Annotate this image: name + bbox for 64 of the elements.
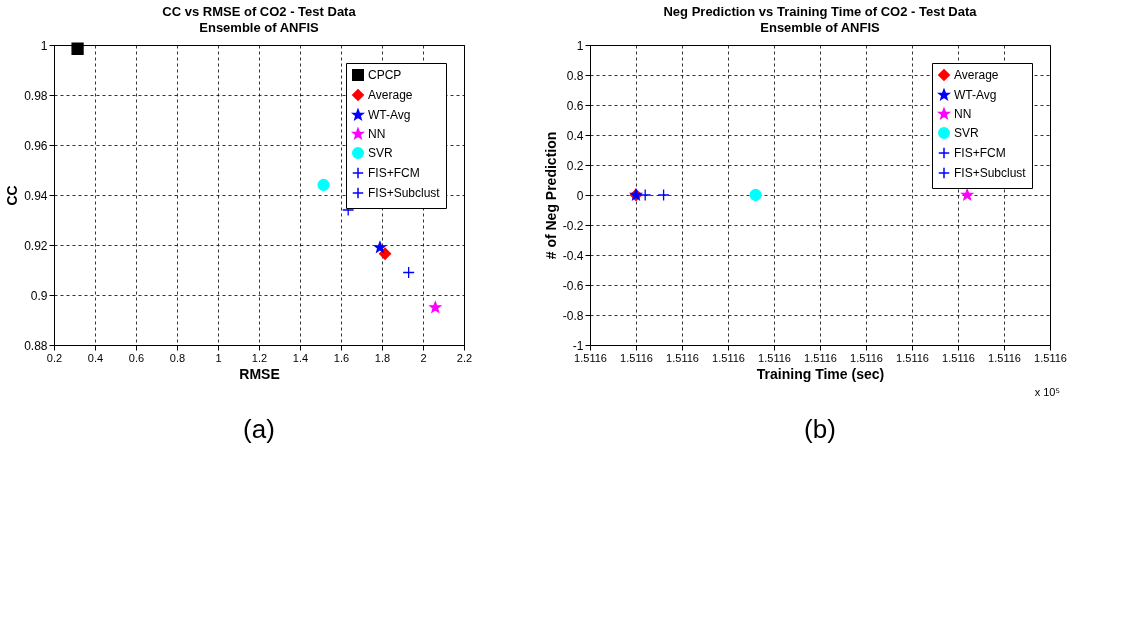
legend-label: FIS+Subclust	[954, 166, 1027, 180]
x-tick-label: 1.5116	[850, 351, 883, 364]
x-tick-label: 0.6	[128, 351, 145, 364]
x-tick-label: 1.5116	[1034, 351, 1067, 364]
y-tick-label: 0.98	[24, 88, 48, 103]
legend-label: NN	[954, 107, 972, 121]
x-tick-label: 1.5116	[666, 351, 699, 364]
y-tick-label: 0.6	[566, 98, 584, 113]
legend-label: FIS+FCM	[368, 166, 420, 180]
x-tick-label: 0.4	[87, 351, 104, 364]
legend-label: NN	[368, 127, 386, 141]
text: (a)	[243, 414, 275, 444]
x-tick-label: 1.4	[292, 351, 309, 364]
x-tick-label: 1.5116	[896, 351, 929, 364]
legend-label: SVR	[954, 126, 980, 140]
x-tick-label: 1.6	[333, 351, 350, 364]
y-tick-label: 0	[576, 188, 584, 203]
y-tick-label: 0.88	[24, 338, 48, 353]
y-tick-label: 0.8	[566, 68, 584, 83]
chart-title: Neg Prediction vs Training Time of CO2 - Test Data	[663, 4, 978, 19]
x-tick-label: 1.8	[374, 351, 391, 364]
y-tick-label: 0.2	[566, 158, 584, 173]
y-axis-title: CC	[4, 185, 21, 206]
x-tick-label: 1.5116	[942, 351, 975, 364]
x-tick-label: 1.5116	[988, 351, 1021, 364]
y-tick-label: -0.8	[562, 308, 584, 323]
x-axis-title: Training Time (sec)	[756, 365, 885, 382]
x-tick-label: 2	[420, 351, 427, 364]
chart-subtitle: Ensemble of ANFIS	[199, 20, 320, 35]
x-tick-label: 1.5116	[620, 351, 653, 364]
text: (b)	[804, 414, 836, 444]
x-tick-label: 1.5116	[804, 351, 837, 364]
x-tick-label: 0.8	[169, 351, 186, 364]
legend-label: CPCP	[368, 68, 402, 82]
x-tick-label: 1.5116	[758, 351, 791, 364]
y-tick-label: 1	[576, 38, 584, 53]
chart-title: CC vs RMSE of CO2 - Test Data	[162, 4, 357, 19]
x-tick-label: 1	[215, 351, 222, 364]
legend-label: WT-Avg	[954, 88, 997, 102]
text: x 10⁵	[1034, 386, 1060, 398]
y-axis-title: # of Neg Prediction	[542, 131, 559, 260]
legend-label: SVR	[368, 146, 394, 160]
x-axis-title: RMSE	[239, 365, 280, 382]
chart-subtitle: Ensemble of ANFIS	[760, 20, 881, 35]
y-tick-label: 0.96	[24, 138, 48, 153]
x-tick-label: 0.2	[46, 351, 63, 364]
legend-label: WT-Avg	[368, 108, 411, 122]
x-tick-label: 2.2	[456, 351, 473, 364]
legend-label: FIS+FCM	[954, 146, 1006, 160]
y-tick-label: -0.4	[562, 248, 584, 263]
y-tick-label: -0.2	[562, 218, 584, 233]
legend-label: Average	[368, 88, 413, 102]
y-tick-label: 0.9	[30, 288, 48, 303]
y-tick-label: 0.4	[566, 128, 584, 143]
y-tick-label: -0.6	[562, 278, 584, 293]
x-tick-label: 1.5116	[712, 351, 745, 364]
y-tick-label: -1	[572, 338, 584, 353]
x-tick-label: 1.2	[251, 351, 268, 364]
legend-label: Average	[954, 68, 999, 82]
y-tick-label: 1	[40, 38, 48, 53]
legend-label: FIS+Subclust	[368, 186, 441, 200]
y-tick-label: 0.94	[24, 188, 48, 203]
x-tick-label: 1.5116	[574, 351, 607, 364]
y-tick-label: 0.92	[24, 238, 48, 253]
